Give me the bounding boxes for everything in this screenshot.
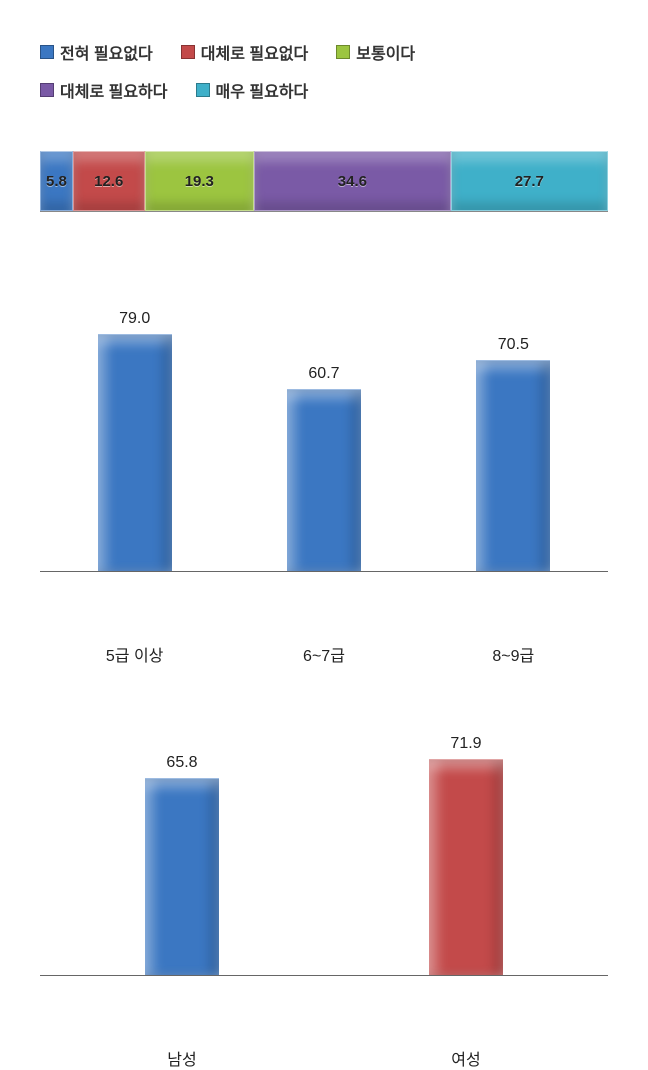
legend-item: 전혀 필요없다 [40, 40, 153, 64]
bar-body [476, 360, 550, 572]
bar-value-label: 65.8 [166, 754, 197, 772]
x-axis-label: 5급 이상 [75, 642, 195, 666]
stacked-bar-segment: 12.6 [73, 151, 145, 211]
stacked-bar-segment: 27.7 [451, 151, 608, 211]
bar-body [287, 389, 361, 571]
bar-body [98, 334, 172, 571]
stacked-bar-segment-label: 19.3 [185, 173, 214, 190]
legend-swatch [40, 83, 54, 97]
bar-column: 71.9 [406, 735, 526, 975]
x-axis-label: 여성 [406, 1046, 526, 1070]
legend-item: 보통이다 [336, 40, 415, 64]
bar-column: 65.8 [122, 754, 242, 975]
bar-body [429, 759, 503, 975]
legend-swatch [40, 45, 54, 59]
bar-body [145, 778, 219, 975]
legend-swatch [196, 83, 210, 97]
legend: 전혀 필요없다 대체로 필요없다 보통이다대체로 필요하다 매우 필요하다 [40, 40, 608, 102]
grade-bar-chart: 79.0 60.7 70.5 [40, 272, 608, 572]
legend-row: 전혀 필요없다 대체로 필요없다 보통이다 [40, 40, 608, 64]
stacked-bar-segment-label: 34.6 [338, 173, 367, 190]
x-axis-label: 남성 [122, 1046, 242, 1070]
legend-item: 대체로 필요없다 [181, 40, 309, 64]
bar-value-label: 60.7 [308, 365, 339, 383]
bar-column: 60.7 [264, 365, 384, 571]
stacked-bar-chart: 5.8 12.6 19.3 34.6 27.7 [40, 152, 608, 212]
legend-swatch [336, 45, 350, 59]
legend-label: 대체로 필요하다 [60, 78, 168, 102]
legend-label: 전혀 필요없다 [60, 40, 153, 64]
stacked-bar-segment: 5.8 [40, 151, 73, 211]
x-axis-label: 8~9급 [453, 642, 573, 666]
stacked-bar-segment: 19.3 [145, 151, 255, 211]
stacked-bar-segment-label: 12.6 [94, 173, 123, 190]
bar-value-label: 79.0 [119, 310, 150, 328]
legend-label: 대체로 필요없다 [201, 40, 309, 64]
x-axis-label: 6~7급 [264, 642, 384, 666]
gender-bar-chart: 65.8 71.9 [40, 676, 608, 976]
legend-label: 매우 필요하다 [216, 78, 309, 102]
grade-x-axis: 5급 이상 6~7급 8~9급 [40, 642, 608, 666]
stacked-bar-segment-label: 27.7 [515, 173, 544, 190]
legend-label: 보통이다 [356, 40, 415, 64]
bar-column: 79.0 [75, 310, 195, 571]
legend-item: 매우 필요하다 [196, 78, 309, 102]
bar-column: 70.5 [453, 336, 573, 572]
gender-x-axis: 남성 여성 [40, 1046, 608, 1070]
bar-value-label: 71.9 [450, 735, 481, 753]
legend-swatch [181, 45, 195, 59]
bar-value-label: 70.5 [498, 336, 529, 354]
legend-item: 대체로 필요하다 [40, 78, 168, 102]
stacked-bar-segment-label: 5.8 [46, 173, 67, 190]
legend-row: 대체로 필요하다 매우 필요하다 [40, 78, 608, 102]
stacked-bar-segment: 34.6 [254, 151, 451, 211]
